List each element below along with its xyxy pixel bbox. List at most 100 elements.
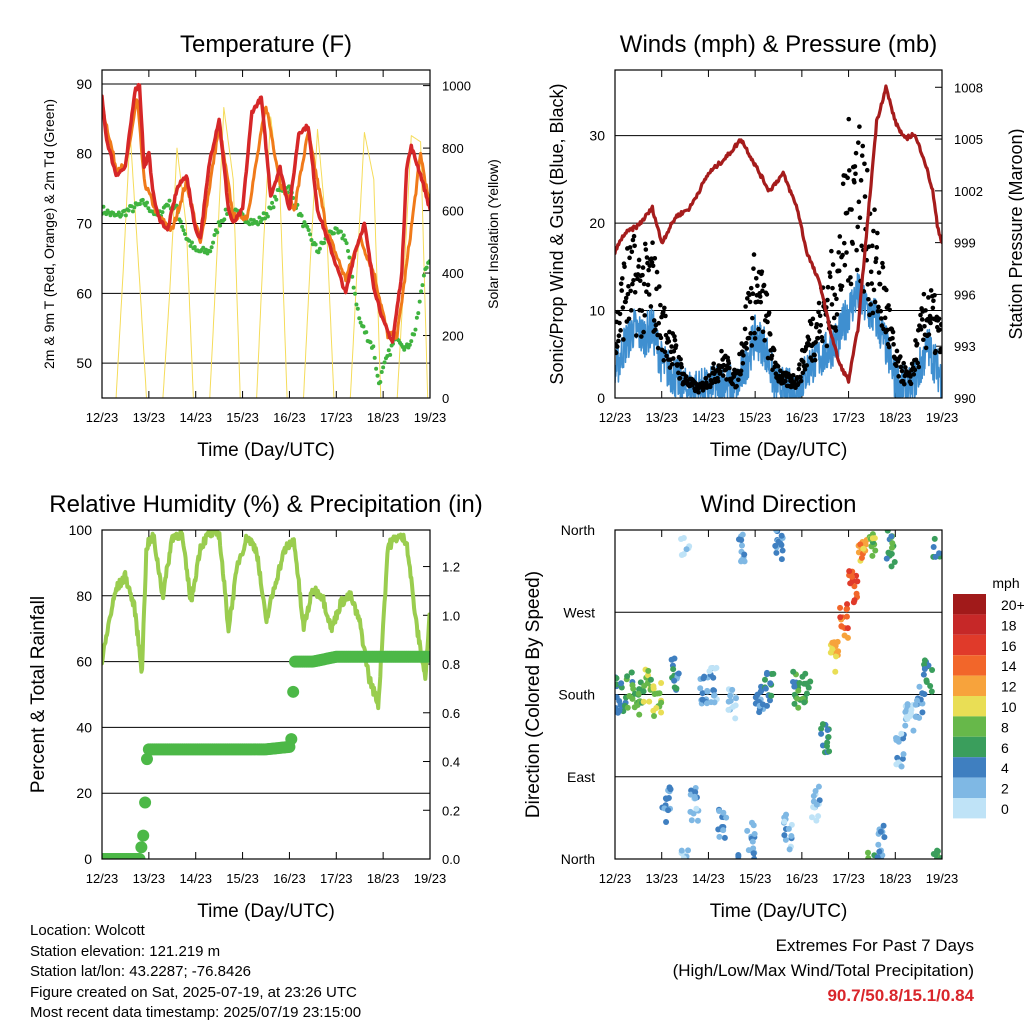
gust-point bbox=[662, 349, 668, 355]
panel-1: Temperature (F) Time (Day/UTC) 12/23 13/23 1… bbox=[41, 31, 501, 461]
gust-point bbox=[627, 255, 632, 261]
gust-point bbox=[615, 350, 619, 356]
precip-point bbox=[139, 796, 152, 809]
direction-point bbox=[699, 696, 706, 703]
direction-point bbox=[699, 690, 706, 697]
y-tick-label: 0 bbox=[597, 390, 605, 406]
dewpoint-point bbox=[180, 224, 185, 229]
direction-point bbox=[727, 692, 734, 699]
dewpoint-point bbox=[364, 330, 369, 335]
direction-point bbox=[813, 801, 820, 808]
gust-point bbox=[767, 332, 773, 337]
direction-point bbox=[889, 540, 896, 547]
direction-point bbox=[778, 532, 785, 539]
gust-point bbox=[769, 353, 775, 359]
direction-point bbox=[835, 648, 842, 655]
direction-point bbox=[921, 691, 928, 698]
dewpoint-point bbox=[424, 265, 429, 270]
gust-point bbox=[648, 304, 654, 309]
direction-point bbox=[725, 706, 732, 713]
gust-point bbox=[744, 346, 750, 351]
precip-point bbox=[287, 685, 300, 698]
gust-point bbox=[936, 316, 942, 321]
dewpoint-point bbox=[299, 213, 304, 218]
gust-point bbox=[651, 318, 657, 323]
gust-point bbox=[921, 337, 926, 343]
direction-point bbox=[675, 670, 682, 677]
dewpoint-point bbox=[368, 340, 373, 345]
legend-swatch bbox=[953, 594, 986, 615]
gust-point bbox=[825, 297, 830, 303]
gust-point bbox=[841, 240, 847, 246]
direction-point bbox=[751, 830, 758, 837]
dewpoint-point bbox=[371, 344, 376, 349]
dewpoint-point bbox=[271, 205, 276, 210]
y-tick-label: 100 bbox=[69, 522, 93, 538]
direction-point bbox=[818, 725, 825, 732]
gust-point bbox=[816, 309, 821, 315]
direction-point bbox=[883, 555, 890, 562]
gust-point bbox=[783, 378, 788, 384]
direction-point bbox=[706, 668, 713, 675]
gust-point bbox=[787, 373, 793, 379]
direction-point bbox=[710, 674, 717, 681]
direction-point bbox=[899, 755, 906, 762]
direction-point bbox=[721, 834, 728, 841]
gust-point bbox=[616, 338, 621, 344]
direction-point bbox=[789, 678, 796, 685]
gust-point bbox=[658, 302, 663, 308]
gust-point bbox=[880, 260, 885, 266]
extremes-subtitle: (High/Low/Max Wind/Total Precipitation) bbox=[672, 961, 974, 980]
dewpoint-point bbox=[306, 227, 311, 232]
direction-point bbox=[766, 697, 773, 704]
gust-point bbox=[630, 281, 635, 287]
gust-point bbox=[672, 337, 678, 343]
gust-point bbox=[845, 175, 850, 181]
x-tick-label: 15/23 bbox=[739, 871, 772, 886]
panel-4: Wind Direction Time (Day/UTC) 12/23 13/23 14… bbox=[523, 491, 958, 922]
direction-point bbox=[773, 549, 780, 556]
y-tick-label: 30 bbox=[589, 128, 605, 144]
gust-point bbox=[666, 339, 672, 344]
direction-point bbox=[858, 554, 865, 561]
gust-point bbox=[773, 371, 779, 377]
dewpoint-point bbox=[209, 245, 214, 250]
gust-point bbox=[730, 381, 736, 387]
gust-point bbox=[870, 310, 876, 316]
gust-point bbox=[760, 329, 766, 335]
gust-point bbox=[857, 124, 862, 129]
gust-point bbox=[719, 348, 724, 354]
dewpoint-point bbox=[309, 238, 314, 243]
dewpoint-point bbox=[427, 259, 430, 264]
gust-point bbox=[868, 269, 874, 275]
direction-point bbox=[794, 695, 801, 702]
direction-point bbox=[711, 687, 718, 694]
direction-point bbox=[723, 814, 730, 821]
gust-point bbox=[850, 241, 855, 246]
direction-point bbox=[934, 848, 941, 855]
direction-point bbox=[929, 666, 936, 673]
direction-point bbox=[808, 814, 815, 821]
plot-frame bbox=[101, 69, 431, 399]
gust-point bbox=[707, 384, 713, 390]
direction-point bbox=[893, 735, 900, 742]
x-tick-label: 19/23 bbox=[414, 871, 447, 886]
precip-point bbox=[285, 733, 298, 746]
panel-2: Winds (mph) & Pressure (mb) Time (Day/UTC… bbox=[547, 31, 1024, 461]
direction-point bbox=[704, 688, 711, 695]
direction-point bbox=[767, 680, 774, 687]
gust-point bbox=[743, 340, 749, 346]
dewpoint-point bbox=[313, 242, 318, 247]
direction-point bbox=[851, 597, 858, 604]
gust-point bbox=[801, 359, 806, 365]
dewpoint-point bbox=[420, 283, 425, 288]
legend-label: 14 bbox=[1001, 658, 1017, 674]
dewpoint-point bbox=[317, 246, 322, 251]
gust-point bbox=[696, 390, 701, 395]
gust-point bbox=[746, 335, 752, 341]
direction-point bbox=[720, 827, 727, 834]
gust-point bbox=[656, 284, 662, 289]
gust-point bbox=[748, 331, 753, 336]
direction-point bbox=[832, 668, 839, 675]
x-tick-label: 15/23 bbox=[739, 410, 772, 425]
